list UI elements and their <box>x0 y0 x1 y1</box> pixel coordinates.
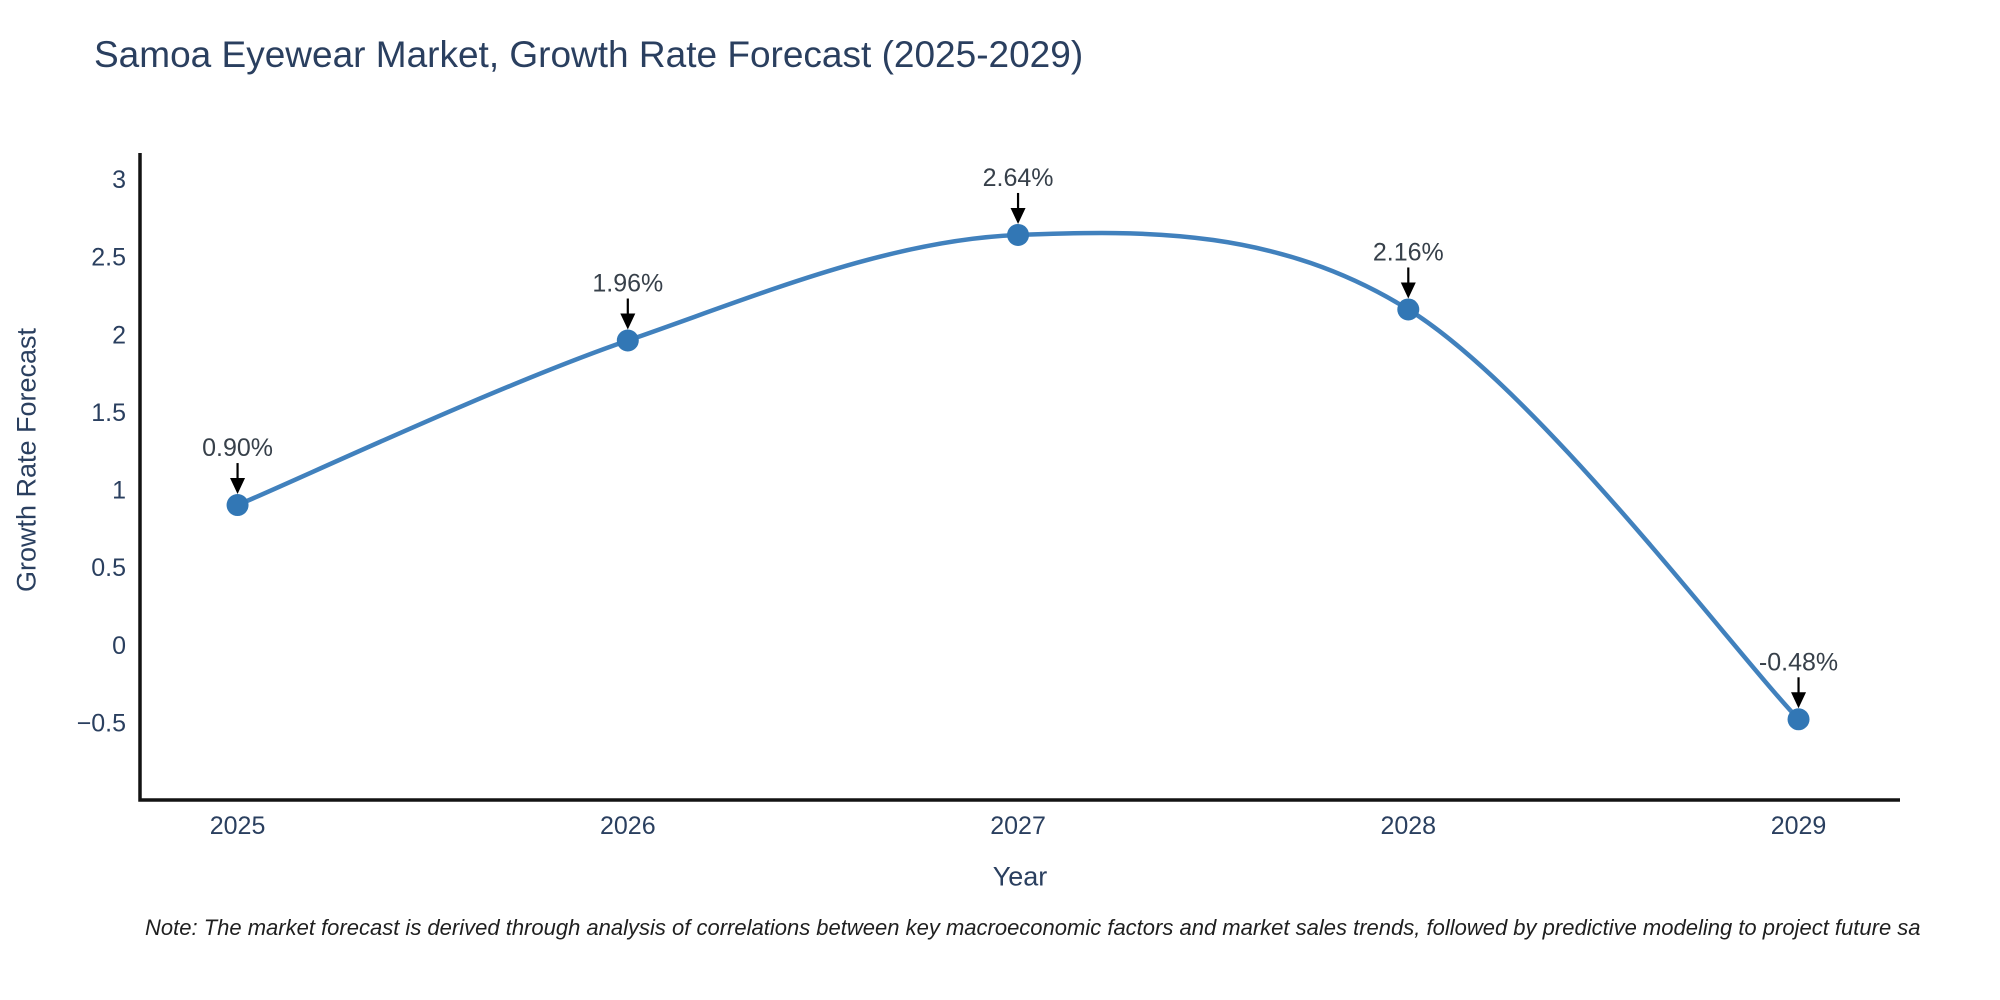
annotation-label: -0.48% <box>1759 648 1838 676</box>
y-tick-label: −0.5 <box>77 709 126 737</box>
x-tick-label: 2028 <box>1380 812 1436 840</box>
series-line <box>235 230 1801 722</box>
annotation-label: 2.16% <box>1373 238 1444 266</box>
y-tick-label: 0 <box>112 632 126 660</box>
annotation-label: 1.96% <box>592 270 663 298</box>
data-point-2028 <box>1397 298 1420 321</box>
data-point-2026 <box>616 329 639 352</box>
x-tick-label: 2026 <box>600 812 656 840</box>
y-tick-label: 2 <box>112 321 126 349</box>
annotation-arrow-head <box>1010 207 1026 224</box>
annotation-label: 2.64% <box>983 164 1054 192</box>
y-tick-label: 3 <box>112 166 126 194</box>
x-tick-label: 2027 <box>990 812 1046 840</box>
y-tick-label: 1.5 <box>91 399 126 427</box>
y-axis-title: Growth Rate Forecast <box>11 327 42 593</box>
x-tick-label: 2029 <box>1771 812 1827 840</box>
chart-title: Samoa Eyewear Market, Growth Rate Foreca… <box>94 34 1084 75</box>
y-tick-label: 0.5 <box>91 554 126 582</box>
annotation-arrow-head <box>620 313 636 330</box>
data-point-2027 <box>1007 223 1030 246</box>
y-tick-label: 2.5 <box>91 244 126 272</box>
annotation-label: 0.90% <box>202 434 273 462</box>
footnote: Note: The market forecast is derived thr… <box>145 915 1921 940</box>
y-tick-label: 1 <box>112 477 126 505</box>
axis-spines <box>138 153 1900 802</box>
data-point-2029 <box>1787 708 1810 731</box>
annotation-arrow-head <box>1400 282 1416 299</box>
annotation-arrow-head <box>1791 692 1807 709</box>
x-axis-title: Year <box>992 861 1048 892</box>
annotation-arrow-head <box>230 478 246 495</box>
x-tick-label: 2025 <box>210 812 266 840</box>
data-point-2025 <box>226 494 249 517</box>
